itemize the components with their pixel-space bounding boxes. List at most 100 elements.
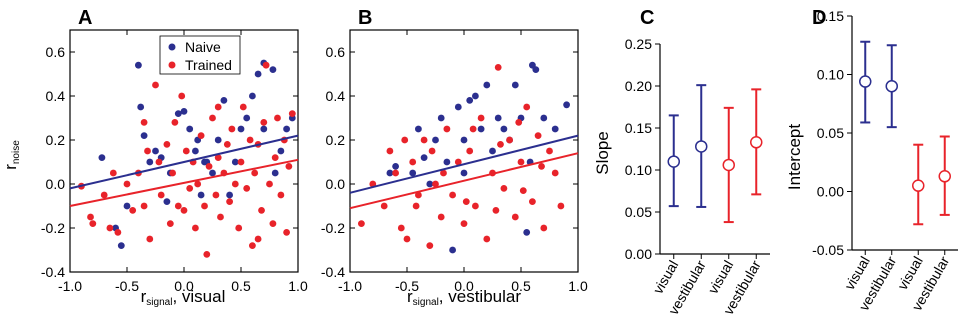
panel-b-xlabel-main: r — [407, 287, 413, 306]
naive-point — [197, 191, 205, 199]
naive-point — [117, 242, 125, 250]
naive-point — [214, 136, 222, 144]
trained-point — [432, 180, 439, 188]
trained-point — [403, 235, 411, 243]
naive-point — [271, 169, 279, 177]
trained-point — [274, 114, 281, 122]
naive-point — [243, 114, 251, 122]
trained-point — [237, 158, 245, 166]
trained-point — [285, 163, 293, 170]
trained-point — [409, 158, 417, 166]
x-tick-label: 1.0 — [288, 278, 308, 294]
mean-marker — [938, 170, 951, 183]
trained-point — [523, 103, 531, 111]
mean-marker — [695, 140, 708, 153]
panel-d-plot-area: -0.050.000.050.100.15visualvestibularvis… — [812, 8, 958, 313]
naive-point — [260, 125, 268, 133]
trained-point — [437, 213, 445, 221]
trained-point — [251, 169, 259, 177]
y-tick-label: 0.15 — [817, 8, 844, 24]
naive-point — [500, 125, 508, 133]
naive-point — [269, 66, 277, 73]
y-tick-label: 0.10 — [817, 67, 844, 83]
panel-label-b: B — [358, 7, 372, 29]
trained-point — [243, 185, 251, 192]
panel-b-plot-area: -1.0 -0.5 0.0 0.5 1.0 -0.4 -0.2 0.0 0.2 0.4 0.6 — [321, 29, 588, 294]
trained-point — [551, 169, 559, 177]
y-tick-label: -0.2 — [321, 220, 345, 236]
y-tick-label: 0.00 — [817, 184, 844, 200]
trained-point — [87, 213, 94, 221]
panel-a-ylabel: rnoise — [1, 140, 22, 170]
trained-point — [228, 125, 236, 133]
panel-a-ylabel-sub: noise — [11, 140, 22, 164]
trained-point — [401, 136, 409, 144]
panel-b-scatter: -1.0 -0.5 0.0 0.5 1.0 -0.4 -0.2 0.0 0.2 0.4 0.6 rs… — [321, 29, 588, 308]
trained-point — [231, 180, 239, 188]
trained-point — [392, 169, 399, 177]
trained-point — [258, 207, 265, 214]
trained-point — [271, 154, 279, 162]
naive-point — [460, 136, 468, 144]
naive-point — [454, 103, 462, 111]
trained-point — [163, 141, 171, 148]
naive-point — [137, 103, 145, 111]
trained-point — [534, 132, 542, 140]
panel-d-ylabel: Intercept — [785, 124, 804, 190]
trained-point — [529, 198, 536, 206]
x-tick-label: -1.0 — [58, 278, 82, 294]
naive-point — [98, 154, 106, 162]
naive-point — [443, 158, 451, 166]
panel-c-ylabel: Slope — [593, 131, 612, 174]
y-tick-label: 0.0 — [326, 176, 346, 192]
y-tick-label: -0.4 — [321, 264, 345, 280]
naive-point — [551, 125, 559, 133]
legend-trained-marker — [168, 61, 176, 69]
trained-point — [152, 81, 159, 89]
panel-b-xlabel-sub: signal — [413, 297, 439, 308]
trained-point — [494, 64, 502, 71]
panel-a-ylabel-main: r — [1, 164, 20, 170]
trained-point — [144, 147, 151, 155]
trained-point — [182, 147, 190, 155]
naive-point — [146, 158, 154, 166]
trained-point — [260, 119, 268, 126]
naive-point — [483, 81, 491, 89]
naive-point — [283, 125, 290, 133]
naive-point — [466, 97, 474, 104]
naive-point — [420, 154, 428, 162]
trained-point — [266, 180, 273, 188]
trained-point — [449, 191, 456, 199]
trained-point — [178, 92, 186, 100]
x-tick-label: 0.5 — [511, 278, 531, 294]
naive-point — [186, 125, 194, 133]
trained-point — [186, 185, 194, 192]
naive-point — [426, 180, 434, 188]
trained-point — [492, 207, 500, 214]
trained-point — [212, 191, 220, 199]
trained-point — [109, 169, 117, 177]
trained-point — [469, 125, 477, 133]
trained-point — [214, 103, 222, 111]
naive-point — [163, 198, 171, 206]
panel-c-slope: 0.000.050.100.150.200.25visualvestibular… — [593, 36, 770, 317]
naive-point — [523, 229, 531, 236]
naive-point — [237, 125, 245, 133]
legend-naive-marker — [168, 43, 176, 51]
trained-point — [540, 224, 548, 232]
trained-point — [462, 198, 470, 206]
trained-point — [428, 147, 436, 155]
trained-point — [386, 147, 394, 155]
x-tick-label: 0.0 — [454, 278, 474, 294]
y-tick-label: -0.05 — [812, 242, 844, 258]
trained-point — [506, 136, 513, 144]
naive-fit-line — [349, 134, 579, 194]
trained-point — [477, 114, 485, 122]
naive-point — [220, 97, 228, 104]
mean-marker — [912, 179, 925, 192]
naive-point — [180, 108, 188, 115]
y-tick-label: 0.25 — [625, 36, 652, 52]
trained-point — [557, 202, 565, 210]
trained-point — [140, 202, 148, 210]
